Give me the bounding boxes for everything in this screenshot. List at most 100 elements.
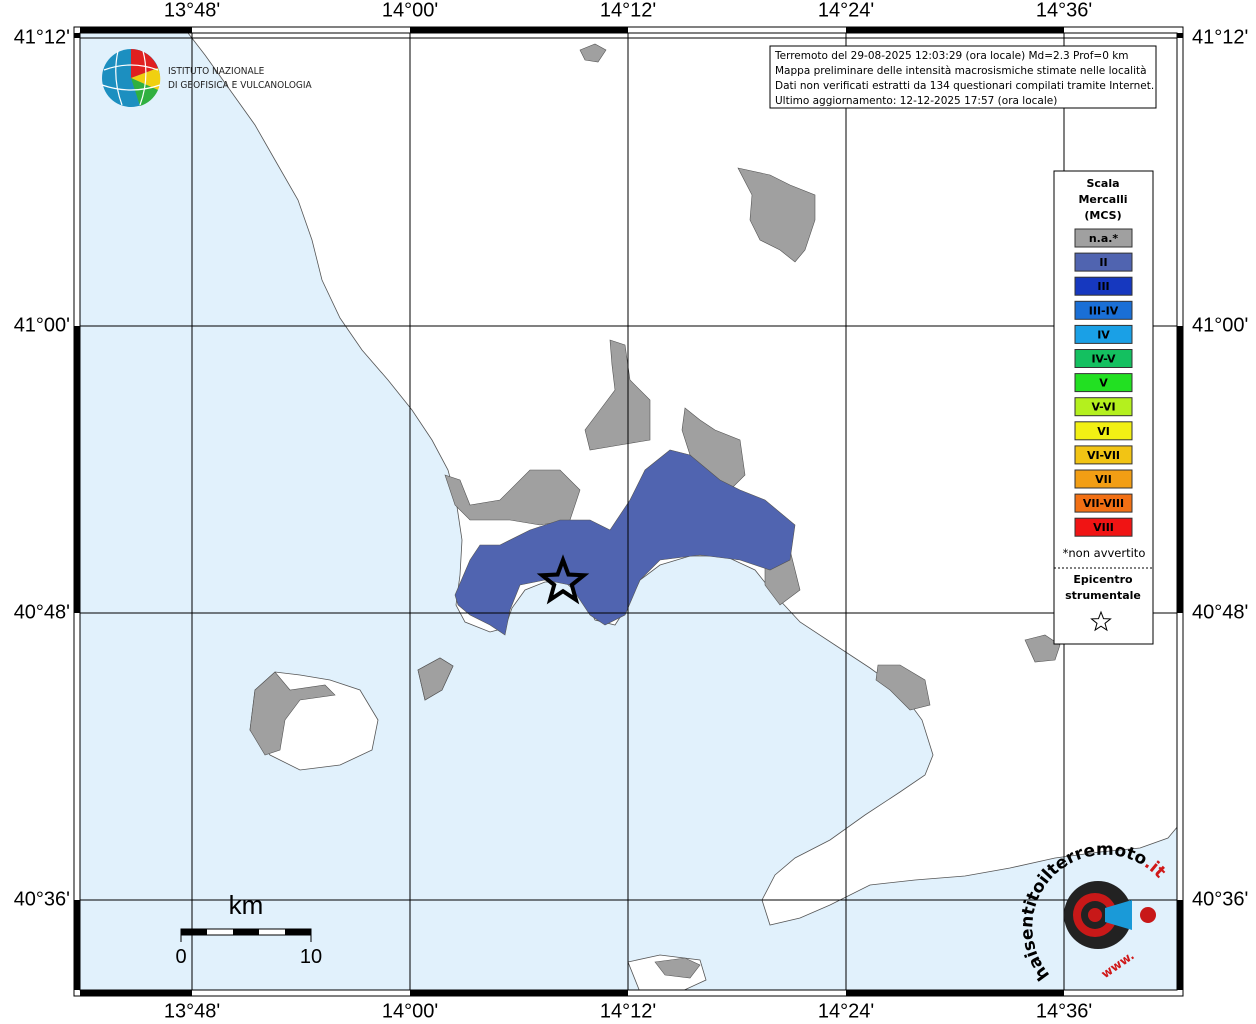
locality xyxy=(1024,634,1061,663)
locality xyxy=(417,657,454,701)
lat-label: 40°48' xyxy=(1192,601,1248,623)
info-frame xyxy=(769,45,1157,109)
frame-bar xyxy=(74,326,80,613)
map-body xyxy=(80,33,1177,990)
hsit-ring xyxy=(1088,908,1102,922)
scale-unit: km xyxy=(229,890,264,920)
legend-label: VII-VIII xyxy=(1083,497,1124,510)
legend-swatch xyxy=(1074,373,1133,393)
epicenter-star xyxy=(536,554,590,605)
logo-lines xyxy=(101,50,161,106)
logo-wedge xyxy=(131,49,158,78)
lon-label: 14°12' xyxy=(600,1000,656,1022)
frame-bar xyxy=(80,27,192,33)
logo-text: DI GEOFISICA E VULCANOLOGIA xyxy=(168,80,313,91)
lon-label: 14°12' xyxy=(600,0,656,21)
locality xyxy=(681,407,746,491)
locality xyxy=(444,469,581,526)
legend-label: VI-VII xyxy=(1087,449,1120,462)
legend-label: V xyxy=(1099,377,1108,390)
legend-swatch xyxy=(1074,469,1133,489)
legend-label: V-VI xyxy=(1091,401,1115,414)
locality xyxy=(875,664,931,711)
frame-bar xyxy=(80,990,192,996)
frame-bar xyxy=(410,27,628,33)
locality xyxy=(737,167,816,263)
frame-bar xyxy=(846,990,1064,996)
frame-bar xyxy=(410,990,628,996)
localities xyxy=(249,43,1061,979)
locality xyxy=(584,339,651,451)
info-line: Dati non verificati estratti da 134 ques… xyxy=(775,80,1154,92)
graticule xyxy=(80,33,1177,990)
legend-note: *non avvertito xyxy=(1063,546,1146,560)
info-line: Mappa preliminare delle intensità macros… xyxy=(775,65,1147,77)
lat-label: 40°36' xyxy=(1192,888,1248,910)
scale-seg xyxy=(233,929,259,935)
legend: Scala Mercalli (MCS) *non avvertito Epic… xyxy=(1053,170,1154,645)
legend-swatch xyxy=(1074,252,1133,272)
locality xyxy=(454,449,796,636)
legend-star xyxy=(1090,610,1112,632)
legend-title: Mercalli xyxy=(1078,193,1127,206)
scale-seg xyxy=(181,929,207,935)
frame-bar xyxy=(1177,326,1183,613)
frame-bar xyxy=(1177,900,1183,990)
lat-label: 41°12' xyxy=(1192,26,1248,48)
legend-swatch xyxy=(1074,324,1133,344)
info-box: Terremoto del 29-08-2025 12:03:29 (ora l… xyxy=(769,45,1157,109)
info-line: Ultimo aggiornamento: 12-12-2025 17:57 (… xyxy=(775,95,1057,107)
legend-label: VII xyxy=(1095,473,1112,486)
scale-bar: km 0 10 xyxy=(175,890,322,968)
legend-swatch xyxy=(1074,517,1133,537)
lon-label: 14°00' xyxy=(382,1000,438,1022)
lat-label: 41°00' xyxy=(1192,314,1248,336)
logo-text: ISTITUTO NAZIONALE xyxy=(168,66,265,77)
legend-swatch xyxy=(1074,397,1133,417)
legend-swatch xyxy=(1074,493,1133,513)
legend-swatch xyxy=(1074,421,1133,441)
legend-label: n.a.* xyxy=(1089,232,1119,245)
legend-swatch xyxy=(1074,445,1133,465)
locality xyxy=(249,671,336,756)
legend-label: VI xyxy=(1097,425,1110,438)
lat-label: 41°00' xyxy=(14,314,70,336)
scale-label: 0 xyxy=(175,946,186,968)
logo-wedge xyxy=(131,78,158,106)
lon-label: 14°36' xyxy=(1036,0,1092,21)
legend-epicenter: Epicentro xyxy=(1073,573,1133,586)
legend-title: (MCS) xyxy=(1084,209,1121,222)
legend-label: III xyxy=(1097,280,1109,293)
scale-seg xyxy=(285,929,311,935)
frame-bar xyxy=(846,27,1064,33)
legend-swatch xyxy=(1074,349,1133,368)
lon-label: 13°48' xyxy=(164,0,220,21)
frame-bar xyxy=(74,900,80,990)
legend-label: III-IV xyxy=(1089,304,1119,317)
legend-label: IV xyxy=(1097,328,1110,341)
hsit-question xyxy=(1140,907,1156,923)
lon-label: 13°48' xyxy=(164,1000,220,1022)
legend-label: IV-V xyxy=(1091,353,1116,366)
legend-title: Scala xyxy=(1086,177,1119,190)
lon-label: 14°36' xyxy=(1036,1000,1092,1022)
legend-label: VIII xyxy=(1093,521,1114,534)
locality xyxy=(579,43,607,63)
ingv-logo: ISTITUTO NAZIONALE DI GEOFISICA E VULCAN… xyxy=(101,49,313,107)
info-line: Terremoto del 29-08-2025 12:03:29 (ora l… xyxy=(774,50,1129,62)
locality xyxy=(654,957,701,979)
legend-swatch xyxy=(1074,276,1133,296)
hsit-beam xyxy=(1105,900,1132,930)
frame xyxy=(73,26,1184,997)
lon-label: 14°24' xyxy=(818,0,874,21)
legend-epicenter: strumentale xyxy=(1065,589,1141,602)
frame-bar xyxy=(74,33,80,38)
frame-bar xyxy=(1177,33,1183,38)
legend-swatch xyxy=(1074,228,1133,248)
lat-label: 41°12' xyxy=(14,26,70,48)
lat-label: 40°36' xyxy=(14,888,70,910)
legend-label: II xyxy=(1099,256,1107,269)
